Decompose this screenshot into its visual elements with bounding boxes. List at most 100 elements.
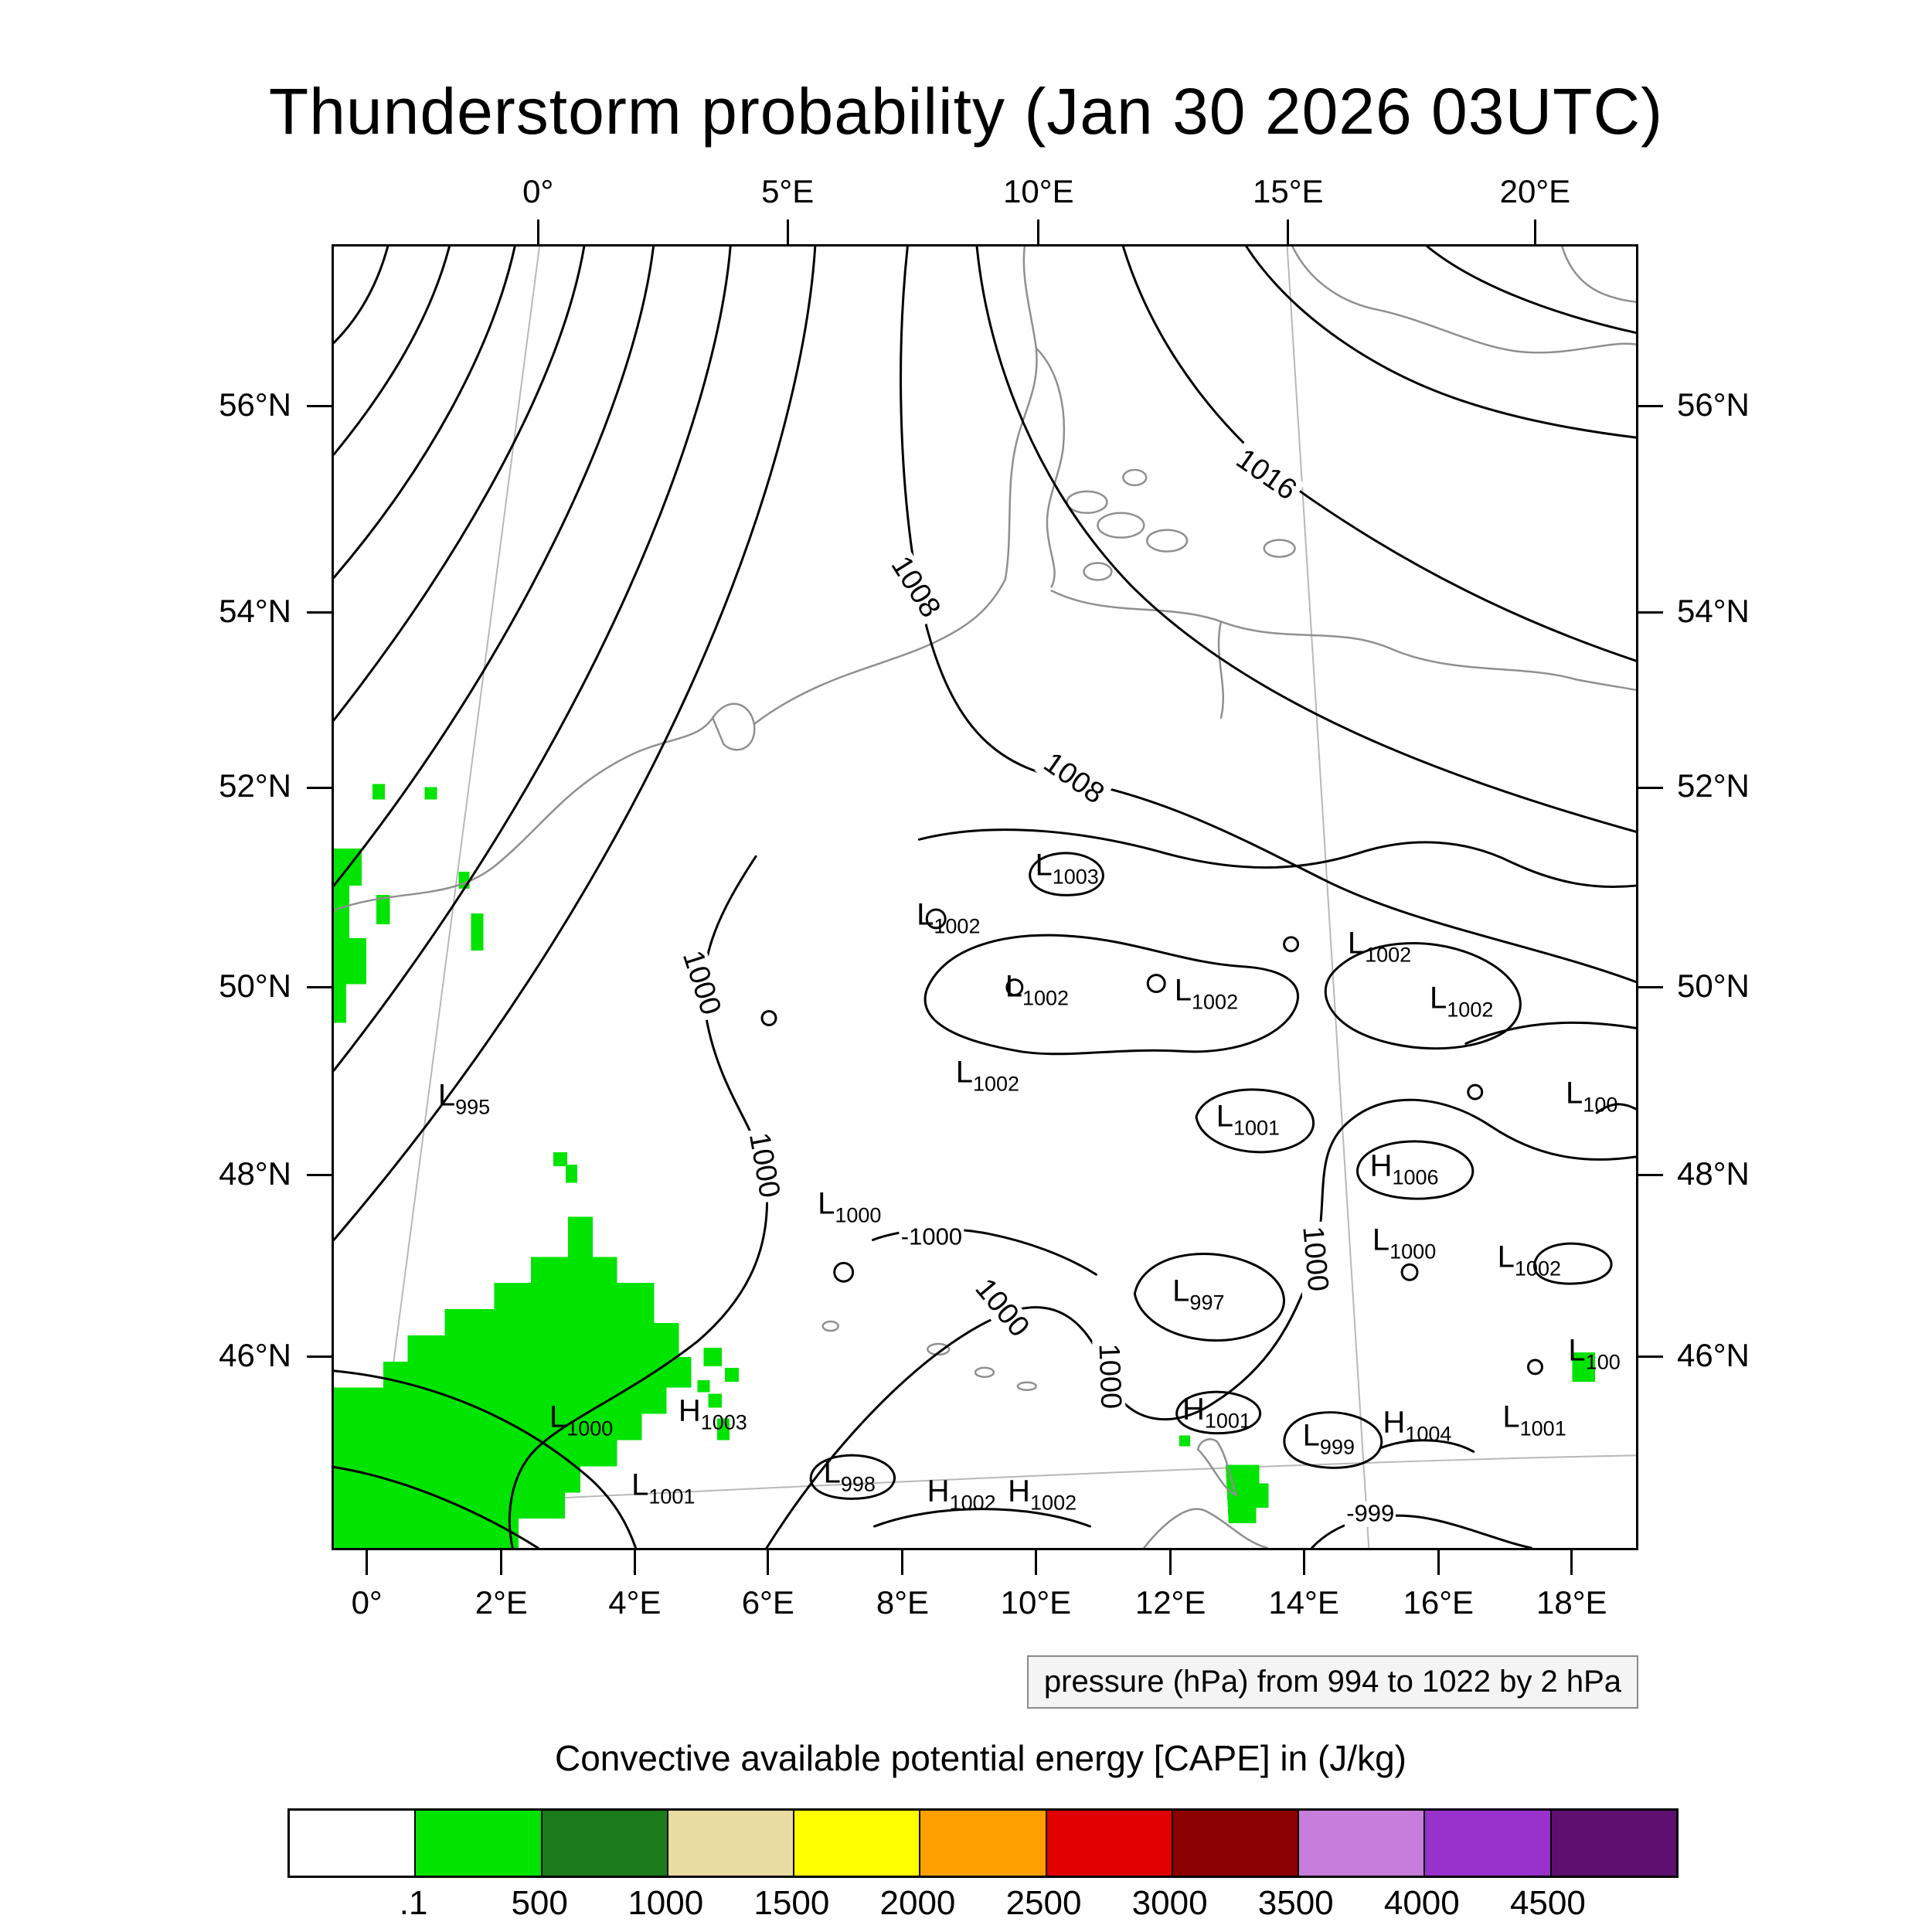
lon-label-top: 0° (522, 173, 554, 209)
pressure-center-label: L1002 (917, 899, 980, 937)
pressure-center-letter: L (549, 1400, 567, 1434)
axis-tick-bottom (366, 1550, 369, 1575)
cape-colorbar (287, 1808, 1679, 1878)
pressure-center-letter: L (818, 1186, 835, 1221)
pressure-center-value: 1000 (566, 1417, 614, 1440)
pressure-center-letter: L (1302, 1418, 1320, 1453)
pressure-center-value: 997 (1189, 1291, 1225, 1315)
pressure-center-letter: H (678, 1393, 701, 1428)
axis-tick-bottom (901, 1550, 904, 1575)
lat-label-right: 54°N (1677, 592, 1750, 629)
axis-tick-bottom (1169, 1550, 1172, 1575)
lon-label-bottom: 16°E (1403, 1584, 1475, 1621)
pressure-center-value: 100 (1583, 1093, 1618, 1117)
colorbar-label: 3500 (1257, 1884, 1334, 1922)
axis-tick-top (1037, 219, 1040, 244)
colorbar-label: 1000 (628, 1884, 704, 1922)
axis-tick-left (307, 986, 332, 989)
pressure-center-value: 1002 (1192, 990, 1239, 1014)
pressure-center-value: 1001 (648, 1485, 696, 1509)
colorbar-segment (1299, 1811, 1426, 1876)
pressure-center-letter: L (1035, 848, 1053, 883)
pressure-center-label: H1002 (927, 1475, 996, 1513)
pressure-center-letter: L (1497, 1240, 1515, 1274)
colorbar-label: 500 (511, 1884, 568, 1922)
pressure-center-letter: L (1172, 1274, 1190, 1308)
lat-label-right: 48°N (1677, 1155, 1750, 1192)
colorbar-segment (794, 1811, 921, 1876)
axis-tick-right (1638, 405, 1663, 408)
lat-label-right: 52°N (1677, 767, 1750, 804)
axis-tick-right (1638, 986, 1663, 989)
axis-tick-bottom (1034, 1550, 1037, 1575)
axis-tick-bottom (633, 1550, 636, 1575)
contour-value-label: 1000 (675, 944, 727, 1023)
pressure-center-letter: L (1174, 973, 1192, 1008)
lon-label-top: 15°E (1253, 173, 1324, 209)
pressure-center-value: 1003 (1052, 865, 1099, 889)
lat-label-right: 50°N (1677, 967, 1750, 1004)
pressure-center-letter: L (437, 1078, 456, 1113)
pressure-center-label: L1000 (549, 1401, 613, 1439)
pressure-center-value: 1000 (835, 1203, 882, 1227)
map-labels-layer: L995 L1003 L1002 L1002 L1002 L1002 L1002 L1002 L… (334, 247, 1636, 1548)
pressure-center-value: 1002 (1022, 986, 1070, 1010)
axis-tick-bottom (767, 1550, 770, 1575)
contour-value-label: 1008 (1034, 745, 1113, 813)
colorbar-label: 2000 (879, 1884, 956, 1922)
pressure-center-value: 999 (1319, 1435, 1355, 1459)
lon-label-bottom: 14°E (1268, 1584, 1339, 1621)
colorbar-segment (1172, 1811, 1300, 1876)
pressure-center-label: L995 (438, 1080, 490, 1118)
pressure-center-label: L1002 (1430, 982, 1493, 1020)
pressure-center-label: L998 (824, 1458, 876, 1495)
axis-tick-right (1638, 611, 1663, 614)
lat-label-left: 56°N (219, 386, 291, 423)
lon-label-top: 20°E (1499, 173, 1571, 209)
pressure-center-letter: H (1008, 1474, 1031, 1509)
lon-label-top: 10°E (1003, 173, 1074, 209)
pressure-center-value: 1002 (949, 1491, 996, 1515)
pressure-center-letter: L (1566, 1076, 1583, 1111)
map-frame: L995 L1003 L1002 L1002 L1002 L1002 L1002 L1002 L… (332, 244, 1638, 1550)
colorbar-label: 3000 (1131, 1884, 1208, 1922)
colorbar-segment (1046, 1811, 1173, 1876)
contour-value-label: 1000 (1295, 1221, 1334, 1297)
pressure-center-value: 1000 (1389, 1240, 1437, 1264)
contour-value-label: 1008 (882, 548, 947, 627)
pressure-center-label: L100 (1566, 1077, 1617, 1115)
pressure-contours (334, 247, 1636, 1548)
pressure-center-letter: L (1005, 969, 1022, 1004)
page-title: Thunderstorm probability (Jan 30 2026 03… (268, 75, 1664, 148)
lon-label-bottom: 10°E (1000, 1584, 1072, 1621)
colorbar-label: .1 (399, 1884, 428, 1922)
pressure-center-label: L1003 (1035, 849, 1098, 887)
pressure-center-label: H1001 (1182, 1393, 1251, 1431)
cape-legend-title: Convective available potential energy [C… (554, 1738, 1406, 1778)
axis-tick-top (536, 219, 539, 244)
colorbar-segment (290, 1811, 417, 1876)
pressure-center-label: L1002 (956, 1056, 1019, 1094)
contour-value-label: 1000 (966, 1270, 1038, 1347)
pressure-center-letter: L (631, 1468, 649, 1502)
pressure-center-value: 1002 (934, 914, 981, 938)
pressure-center-value: 1001 (1204, 1409, 1251, 1433)
pressure-center-label: L1001 (631, 1469, 695, 1507)
pressure-center-letter: H (1369, 1148, 1393, 1183)
lon-label-bottom: 6°E (741, 1584, 794, 1621)
pressure-center-value: 1006 (1392, 1165, 1439, 1189)
lat-label-left: 46°N (219, 1336, 291, 1373)
pressure-center-label: L1002 (1175, 975, 1238, 1012)
pressure-center-value: 100 (1585, 1350, 1621, 1374)
map-canvas (334, 247, 1636, 1548)
pressure-center-value: 1002 (972, 1072, 1020, 1096)
axis-tick-bottom (500, 1550, 503, 1575)
pressure-center-value: 1001 (1519, 1417, 1566, 1440)
lon-label-bottom: 4°E (608, 1584, 662, 1621)
pressure-center-letter: L (1568, 1333, 1586, 1368)
pressure-center-value: 995 (455, 1095, 491, 1119)
pressure-center-letter: H (927, 1474, 950, 1509)
contour-value-label: -1000 (899, 1223, 964, 1250)
pressure-center-letter: L (917, 897, 934, 932)
